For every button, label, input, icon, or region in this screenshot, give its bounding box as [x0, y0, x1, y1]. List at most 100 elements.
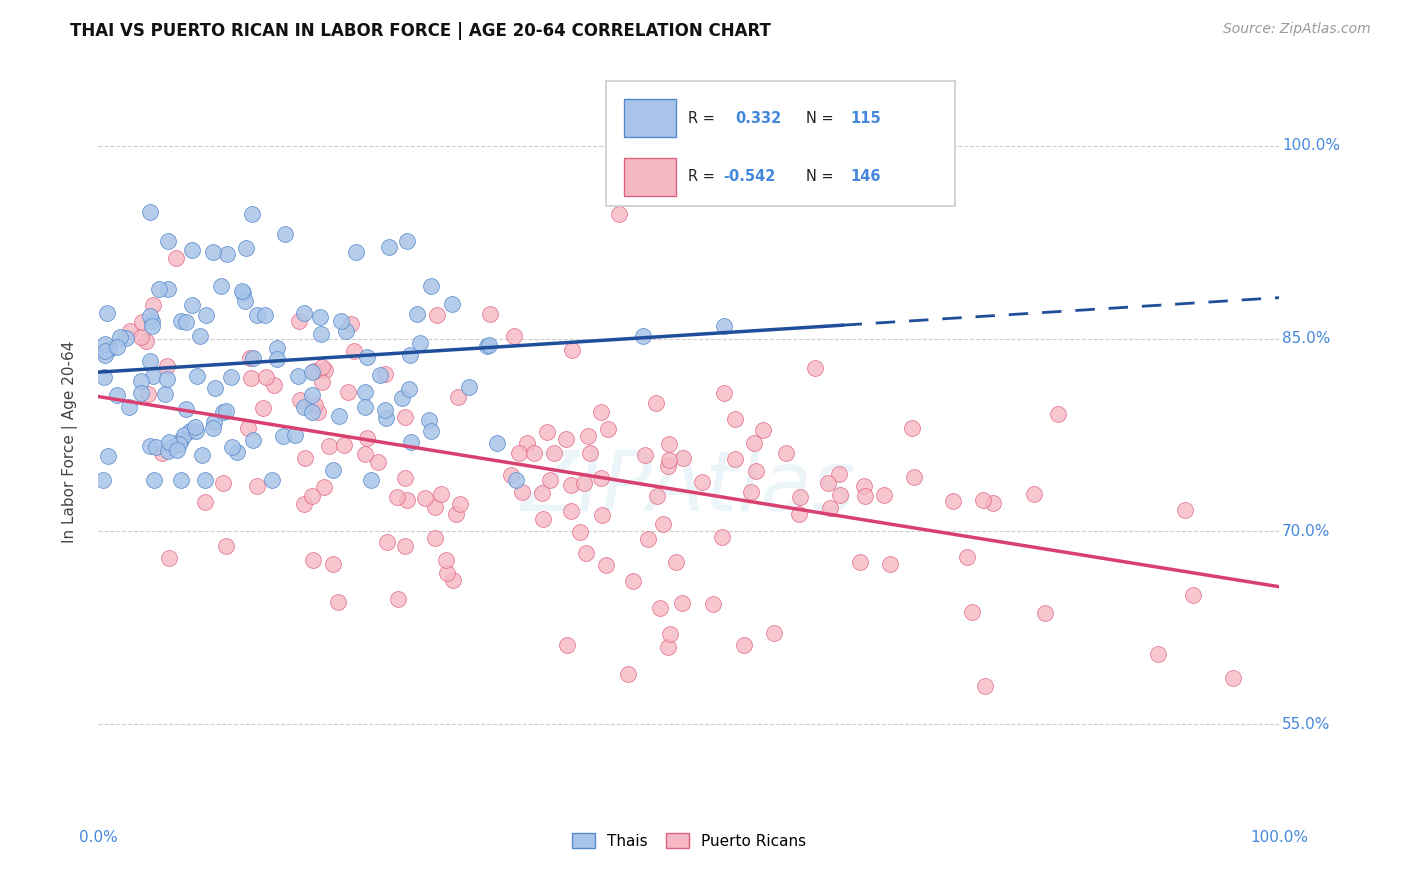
Point: [543, 446, 565, 460]
Point: [136, 386, 159, 401]
Point: [170, 314, 193, 328]
Point: [644, 396, 666, 410]
Point: [142, 298, 165, 312]
Point: [423, 531, 446, 545]
Point: [702, 597, 724, 611]
Text: 85.0%: 85.0%: [1282, 331, 1330, 346]
Text: N =: N =: [806, 111, 838, 126]
Point: [724, 412, 747, 426]
Point: [430, 487, 453, 501]
Point: [395, 234, 418, 248]
Point: [217, 247, 239, 261]
Text: Source: ZipAtlas.com: Source: ZipAtlas.com: [1223, 22, 1371, 37]
Point: [337, 384, 360, 399]
Point: [942, 494, 965, 508]
Point: [142, 368, 165, 383]
Point: [374, 367, 396, 381]
Point: [201, 421, 224, 435]
Point: [1046, 407, 1069, 421]
Point: [505, 473, 527, 487]
Point: [420, 424, 443, 438]
Point: [956, 549, 979, 564]
Point: [105, 388, 128, 402]
Point: [972, 492, 994, 507]
Point: [98, 342, 121, 356]
Text: ZIPAtlas: ZIPAtlas: [522, 447, 856, 527]
Point: [531, 512, 554, 526]
Point: [212, 405, 235, 419]
Point: [360, 473, 382, 487]
Point: [292, 400, 315, 414]
Point: [301, 404, 323, 418]
Point: [477, 339, 499, 353]
Point: [1182, 588, 1205, 602]
Point: [740, 484, 762, 499]
Point: [516, 436, 538, 450]
Point: [160, 440, 183, 454]
Point: [387, 591, 409, 606]
Point: [457, 379, 479, 393]
Point: [398, 348, 420, 362]
Point: [311, 375, 333, 389]
Point: [294, 451, 316, 466]
Point: [724, 452, 747, 467]
Point: [322, 463, 344, 477]
Point: [186, 424, 208, 438]
Text: 115: 115: [851, 111, 882, 126]
Point: [339, 317, 361, 331]
Point: [374, 403, 396, 417]
Text: 146: 146: [851, 169, 882, 185]
Text: 55.0%: 55.0%: [1282, 717, 1330, 731]
Point: [960, 605, 983, 619]
Point: [368, 368, 391, 382]
Point: [447, 390, 470, 404]
Point: [478, 307, 501, 321]
Point: [179, 424, 201, 438]
Point: [165, 252, 187, 266]
Point: [903, 469, 925, 483]
Point: [396, 493, 419, 508]
Point: [818, 500, 841, 515]
Text: N =: N =: [806, 169, 838, 185]
Point: [762, 625, 785, 640]
Point: [304, 398, 326, 412]
Point: [236, 421, 259, 435]
Point: [434, 553, 457, 567]
Point: [645, 489, 668, 503]
Point: [221, 370, 243, 384]
Point: [209, 278, 232, 293]
Point: [560, 504, 582, 518]
Point: [141, 318, 163, 333]
Point: [145, 440, 167, 454]
Point: [344, 244, 367, 259]
Point: [426, 308, 449, 322]
Point: [804, 361, 827, 376]
Point: [202, 415, 225, 429]
Point: [141, 314, 163, 328]
Point: [194, 308, 217, 322]
Point: [789, 507, 811, 521]
Point: [287, 369, 309, 384]
Point: [394, 539, 416, 553]
Point: [378, 239, 401, 253]
Point: [94, 344, 117, 359]
Point: [631, 329, 654, 343]
Point: [290, 393, 312, 408]
Point: [828, 467, 851, 481]
Point: [744, 464, 766, 478]
Point: [184, 420, 207, 434]
Point: [617, 666, 640, 681]
Point: [789, 490, 811, 504]
Point: [775, 445, 797, 459]
Point: [621, 574, 644, 588]
Point: [129, 330, 152, 344]
Point: [665, 555, 688, 569]
Point: [659, 627, 682, 641]
Point: [853, 489, 876, 503]
Point: [901, 420, 924, 434]
Point: [657, 459, 679, 474]
Point: [879, 557, 901, 571]
Point: [406, 307, 429, 321]
Point: [221, 440, 243, 454]
Point: [478, 338, 501, 352]
